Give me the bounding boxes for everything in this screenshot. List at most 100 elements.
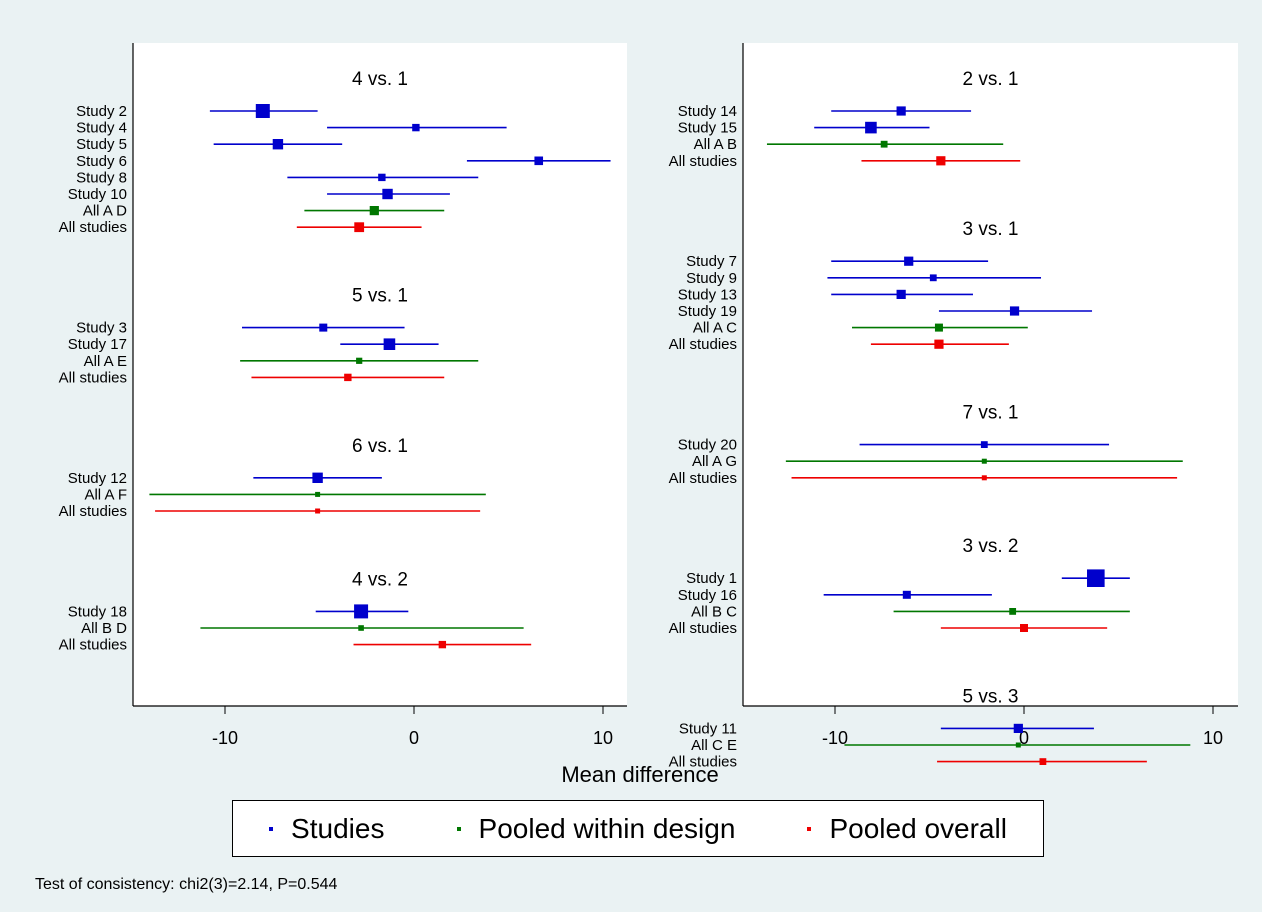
row-all-a-c-label: All A C: [693, 320, 737, 337]
row-all-studies-point-marker: [1020, 624, 1028, 632]
row-all-a-b-point-marker: [880, 140, 888, 148]
plot-region: [743, 43, 1238, 706]
comparison-title: 3 vs. 1: [963, 219, 1019, 240]
comparison-title: 5 vs. 1: [352, 286, 408, 307]
row-study-14-point-marker: [896, 106, 906, 116]
row-study-3-point-marker: [319, 323, 328, 332]
row-study-19-label: Study 19: [678, 303, 737, 320]
legend-marker-pooled-overall: [807, 826, 812, 831]
row-study-6-point-marker: [534, 156, 544, 166]
plot-region: [133, 43, 627, 706]
row-study-4-label: Study 4: [76, 120, 127, 137]
row-study-8-point-marker: [378, 173, 386, 182]
row-all-studies-label: All studies: [669, 153, 737, 170]
row-study-17-point-marker: [383, 338, 396, 350]
row-all-a-e-point-marker: [356, 357, 363, 364]
row-study-16-label: Study 16: [678, 587, 737, 604]
row-study-7-label: Study 7: [686, 253, 737, 270]
row-all-studies-point-marker: [438, 640, 447, 649]
row-all-c-e-label: All C E: [691, 737, 737, 754]
row-study-16-point-marker: [902, 590, 911, 599]
legend-marker-pooled-within-design: [456, 826, 461, 831]
x-tick-label: -10: [212, 728, 238, 748]
consistency-test-note: Test of consistency: chi2(3)=2.14, P=0.5…: [35, 876, 338, 893]
row-all-studies-label: All studies: [59, 219, 127, 236]
row-study-17-label: Study 17: [68, 336, 127, 353]
legend-label-pooled-within-design: Pooled within design: [478, 812, 736, 844]
row-all-a-g-point-marker: [981, 458, 987, 464]
comparison-title: 5 vs. 3: [963, 686, 1019, 707]
row-study-10-label: Study 10: [68, 186, 127, 203]
comparison-title: 2 vs. 1: [963, 69, 1019, 90]
x-tick-label: 10: [593, 728, 613, 748]
row-study-1-point-marker: [1087, 569, 1105, 587]
comparison-title: 4 vs. 2: [352, 569, 408, 590]
row-all-studies-point-marker: [344, 373, 352, 382]
x-tick-label: 0: [1019, 728, 1029, 748]
row-study-9-label: Study 9: [686, 270, 737, 287]
row-study-19-point-marker: [1009, 306, 1020, 316]
row-study-1-label: Study 1: [686, 570, 737, 587]
row-all-studies-point-marker: [354, 222, 365, 233]
row-all-studies-label: All studies: [59, 369, 127, 386]
row-all-studies-label: All studies: [669, 470, 737, 487]
row-all-studies-label: All studies: [669, 754, 737, 771]
row-all-a-e-label: All A E: [84, 353, 127, 370]
comparison-title: 3 vs. 2: [963, 536, 1019, 557]
row-study-7-point-marker: [904, 256, 914, 266]
row-study-13-label: Study 13: [678, 286, 737, 303]
row-all-c-e-point-marker: [1015, 742, 1021, 748]
row-all-a-d-label: All A D: [83, 203, 127, 220]
row-all-studies-label: All studies: [669, 620, 737, 637]
row-all-b-c-point-marker: [1009, 608, 1017, 615]
legend-label-studies: Studies: [291, 812, 385, 844]
row-study-15-label: Study 15: [678, 120, 737, 137]
row-all-b-d-label: All B D: [81, 620, 127, 637]
row-all-studies-label: All studies: [669, 336, 737, 353]
row-all-studies-point-marker: [315, 508, 321, 514]
x-axis-label: Mean difference: [561, 762, 718, 787]
row-all-a-f-label: All A F: [84, 486, 127, 503]
row-study-5-label: Study 5: [76, 136, 127, 153]
row-study-18-point-marker: [354, 604, 369, 619]
row-study-3-label: Study 3: [76, 320, 127, 337]
row-all-a-f-point-marker: [315, 491, 321, 497]
row-all-b-d-point-marker: [358, 625, 364, 631]
row-study-10-point-marker: [382, 188, 393, 200]
row-study-11-label: Study 11: [679, 720, 737, 737]
x-tick-label: -10: [822, 728, 848, 748]
legend-item-pooled-within-design: Pooled within design: [456, 812, 736, 845]
legend-item-pooled-overall: Pooled overall: [807, 813, 1007, 845]
legend-marker-studies: [269, 826, 274, 831]
row-study-8-label: Study 8: [76, 169, 127, 186]
row-study-11-point-marker: [1013, 723, 1023, 733]
row-all-studies-label: All studies: [59, 637, 127, 654]
row-study-4-point-marker: [412, 123, 420, 132]
legend: Studies Pooled within design Pooled over…: [232, 800, 1044, 857]
row-all-studies-point-marker: [1039, 758, 1047, 765]
row-all-studies-point-marker: [936, 156, 946, 166]
legend-item-studies: Studies: [269, 813, 384, 845]
comparison-title: 7 vs. 1: [963, 403, 1019, 424]
row-study-12-label: Study 12: [68, 470, 127, 487]
row-all-studies-point-marker: [981, 475, 987, 481]
row-study-2-point-marker: [255, 104, 270, 118]
row-all-studies-point-marker: [934, 339, 944, 349]
x-tick-label: 0: [409, 728, 419, 748]
x-tick-label: 10: [1203, 728, 1223, 748]
row-all-b-c-label: All B C: [691, 603, 737, 620]
row-all-a-c-point-marker: [934, 323, 943, 332]
row-all-studies-label: All studies: [59, 503, 127, 520]
row-study-18-label: Study 18: [68, 603, 127, 620]
row-all-a-g-label: All A G: [692, 453, 737, 470]
row-study-12-point-marker: [312, 472, 323, 483]
comparison-title: 4 vs. 1: [352, 69, 408, 90]
